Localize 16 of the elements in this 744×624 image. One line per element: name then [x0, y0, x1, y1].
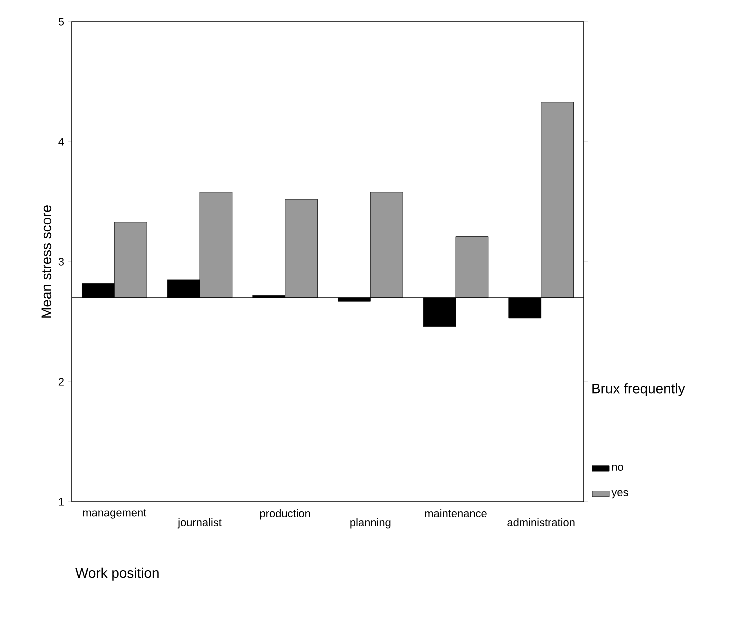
x-tick-label: administration — [508, 518, 575, 527]
legend-label: no — [612, 465, 624, 472]
x-tick-label: management — [83, 510, 147, 519]
legend-title: Brux frequently — [592, 383, 686, 396]
y-tick-label: 4 — [58, 138, 64, 146]
y-axis-title: Mean stress score — [42, 206, 52, 318]
legend-label: yes — [612, 490, 628, 499]
x-axis-title: Work position — [76, 568, 159, 581]
y-tick-label: 2 — [58, 378, 64, 386]
x-tick-label: planning — [350, 518, 391, 529]
y-tick-label: 3 — [58, 258, 64, 266]
x-tick-label: journalist — [178, 518, 222, 529]
y-tick-label: 1 — [59, 498, 64, 506]
x-tick-label: maintenance — [425, 510, 487, 518]
x-tick-label: production — [260, 510, 310, 520]
y-tick-label: 5 — [58, 18, 64, 26]
